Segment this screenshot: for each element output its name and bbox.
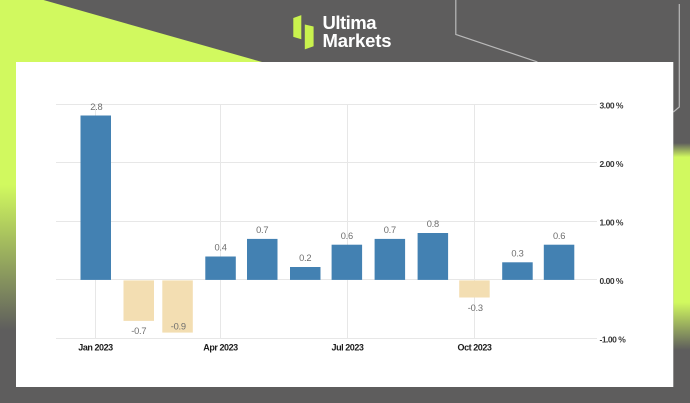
svg-text:Apr 2023: Apr 2023 (203, 342, 238, 352)
svg-text:0.7: 0.7 (256, 225, 268, 235)
svg-text:Jan 2023: Jan 2023 (78, 342, 113, 352)
svg-text:-1.00 %: -1.00 % (600, 335, 627, 345)
svg-text:0.2: 0.2 (299, 253, 311, 263)
svg-text:0.4: 0.4 (215, 243, 227, 253)
svg-text:Jul 2023: Jul 2023 (332, 342, 364, 352)
svg-text:0.6: 0.6 (553, 231, 565, 241)
svg-text:-0.9: -0.9 (171, 322, 186, 332)
svg-text:-0.7: -0.7 (131, 326, 146, 336)
svg-text:0.6: 0.6 (341, 231, 353, 241)
svg-text:1.00 %: 1.00 % (600, 217, 624, 227)
svg-text:-0.3: -0.3 (468, 303, 483, 313)
svg-text:0.7: 0.7 (384, 225, 396, 235)
svg-text:0.00 %: 0.00 % (600, 276, 624, 286)
svg-text:Markets: Markets (323, 30, 392, 51)
svg-text:2.00 %: 2.00 % (600, 159, 624, 169)
svg-text:Oct 2023: Oct 2023 (458, 342, 492, 352)
svg-text:Ultima: Ultima (323, 12, 378, 33)
svg-text:0.8: 0.8 (427, 219, 439, 229)
svg-text:2.8: 2.8 (90, 102, 102, 112)
svg-text:0.3: 0.3 (511, 249, 523, 259)
svg-text:3.00 %: 3.00 % (600, 100, 624, 110)
